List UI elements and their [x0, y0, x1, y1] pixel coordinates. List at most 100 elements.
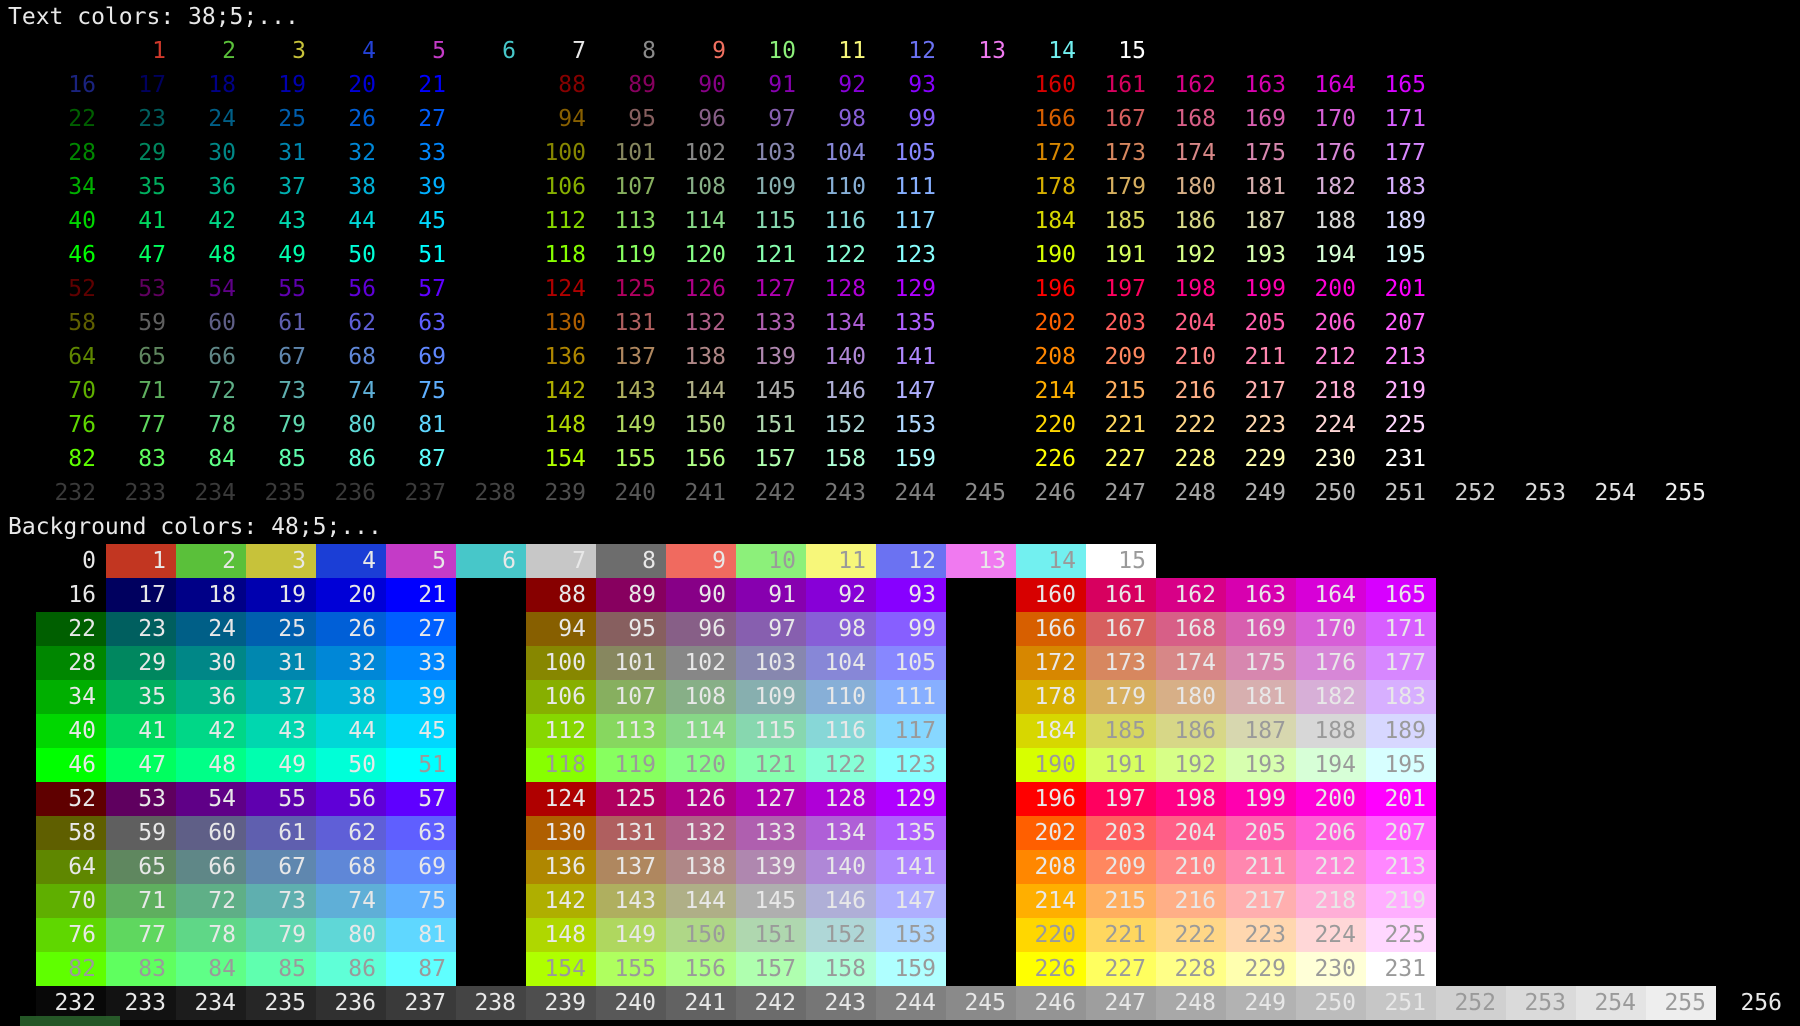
bg-color-6: 6 [456, 544, 526, 578]
bg-color-255: 255 [1646, 986, 1716, 1020]
bg-color-51: 51 [386, 748, 456, 782]
text-color-186: 186 [1174, 208, 1216, 234]
text-color-101: 101 [614, 140, 656, 166]
text-color-184: 184 [1034, 208, 1076, 234]
text-color-65: 65 [138, 344, 166, 370]
bg-color-129: 129 [876, 782, 946, 816]
text-color-142: 142 [544, 378, 586, 404]
bg-color-27: 27 [386, 612, 456, 646]
text-color-157: 157 [754, 446, 796, 472]
text-color-96: 96 [698, 106, 726, 132]
text-color-57: 57 [418, 276, 446, 302]
text-color-126: 126 [684, 276, 726, 302]
text-color-208: 208 [1034, 344, 1076, 370]
text-color-45: 45 [418, 208, 446, 234]
bg-color-123: 123 [876, 748, 946, 782]
bg-color-96: 96 [666, 612, 736, 646]
text-color-49: 49 [278, 242, 306, 268]
bg-color-19: 19 [246, 578, 316, 612]
bg-color-253: 253 [1506, 986, 1576, 1020]
bg-color-216: 216 [1156, 884, 1226, 918]
text-color-92: 92 [838, 72, 866, 98]
text-color-122: 122 [824, 242, 866, 268]
text-color-154: 154 [544, 446, 586, 472]
text-color-247: 247 [1104, 480, 1146, 506]
bg-color-192: 192 [1156, 748, 1226, 782]
text-color-51: 51 [418, 242, 446, 268]
bg-color-97: 97 [736, 612, 806, 646]
text-color-124: 124 [544, 276, 586, 302]
text-color-25: 25 [278, 106, 306, 132]
text-color-141: 141 [894, 344, 936, 370]
bg-color-196: 196 [1016, 782, 1086, 816]
text-color-174: 174 [1174, 140, 1216, 166]
text-color-20: 20 [348, 72, 376, 98]
text-color-34: 34 [68, 174, 96, 200]
bg-color-25: 25 [246, 612, 316, 646]
text-color-90: 90 [698, 72, 726, 98]
bg-color-106: 106 [526, 680, 596, 714]
bg-color-55: 55 [246, 782, 316, 816]
text-color-198: 198 [1174, 276, 1216, 302]
bg-color-102: 102 [666, 646, 736, 680]
text-color-250: 250 [1314, 480, 1356, 506]
text-color-80: 80 [348, 412, 376, 438]
text-color-81: 81 [418, 412, 446, 438]
text-color-10: 10 [768, 38, 796, 64]
text-color-102: 102 [684, 140, 726, 166]
text-color-118: 118 [544, 242, 586, 268]
bg-color-218: 218 [1296, 884, 1366, 918]
bg-color-39: 39 [386, 680, 456, 714]
bg-color-148: 148 [526, 918, 596, 952]
text-color-30: 30 [208, 140, 236, 166]
text-color-23: 23 [138, 106, 166, 132]
bg-color-80: 80 [316, 918, 386, 952]
text-color-70: 70 [68, 378, 96, 404]
text-color-197: 197 [1104, 276, 1146, 302]
text-color-248: 248 [1174, 480, 1216, 506]
text-color-67: 67 [278, 344, 306, 370]
bg-color-194: 194 [1296, 748, 1366, 782]
text-color-146: 146 [824, 378, 866, 404]
text-color-217: 217 [1244, 378, 1286, 404]
text-color-236: 236 [334, 480, 376, 506]
text-color-136: 136 [544, 344, 586, 370]
text-color-131: 131 [614, 310, 656, 336]
bg-color-17: 17 [106, 578, 176, 612]
bg-color-92: 92 [806, 578, 876, 612]
bg-color-231: 231 [1366, 952, 1436, 986]
bg-color-7: 7 [526, 544, 596, 578]
text-color-133: 133 [754, 310, 796, 336]
text-color-166: 166 [1034, 106, 1076, 132]
bg-color-64: 64 [36, 850, 106, 884]
text-color-192: 192 [1174, 242, 1216, 268]
bg-color-53: 53 [106, 782, 176, 816]
text-color-89: 89 [628, 72, 656, 98]
bg-color-135: 135 [876, 816, 946, 850]
bg-color-88: 88 [526, 578, 596, 612]
bg-color-211: 211 [1226, 850, 1296, 884]
text-color-240: 240 [614, 480, 656, 506]
bg-color-176: 176 [1296, 646, 1366, 680]
bg-color-57: 57 [386, 782, 456, 816]
text-color-201: 201 [1384, 276, 1426, 302]
bg-color-193: 193 [1226, 748, 1296, 782]
bg-color-208: 208 [1016, 850, 1086, 884]
text-color-191: 191 [1104, 242, 1146, 268]
bg-color-248: 248 [1156, 986, 1226, 1020]
bg-color-174: 174 [1156, 646, 1226, 680]
bg-color-34: 34 [36, 680, 106, 714]
bg-color-197: 197 [1086, 782, 1156, 816]
bg-color-54: 54 [176, 782, 246, 816]
bg-color-41: 41 [106, 714, 176, 748]
text-color-199: 199 [1244, 276, 1286, 302]
bg-color-125: 125 [596, 782, 666, 816]
bg-color-38: 38 [316, 680, 386, 714]
bg-color-244: 244 [876, 986, 946, 1020]
bg-color-52: 52 [36, 782, 106, 816]
text-color-163: 163 [1244, 72, 1286, 98]
bg-color-184: 184 [1016, 714, 1086, 748]
bg-color-108: 108 [666, 680, 736, 714]
text-color-168: 168 [1174, 106, 1216, 132]
bg-color-235: 235 [246, 986, 316, 1020]
